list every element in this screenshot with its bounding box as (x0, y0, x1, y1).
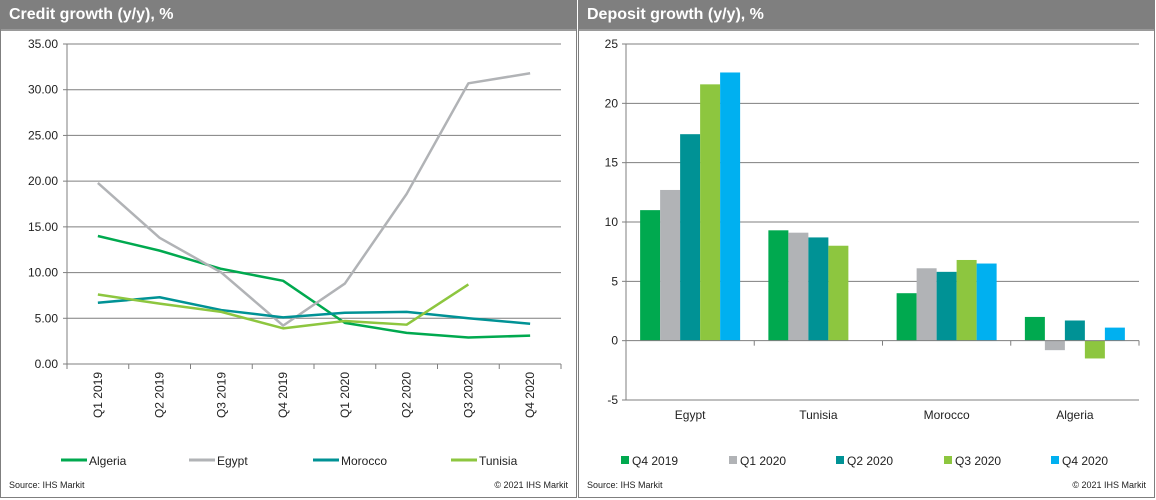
bar-algeria-q3-2020 (1084, 340, 1105, 359)
bar-egypt-q1-2020 (660, 189, 681, 341)
bar-morocco-q3-2020 (956, 259, 977, 341)
deposit-growth-panel: Deposit growth (y/y), % -5 0 5 10 15 20 25 Egyp… (578, 0, 1155, 498)
legend-label: Egypt (217, 454, 248, 468)
legend-label: Q1 2020 (740, 454, 786, 468)
bar-algeria-q4-2020 (1104, 327, 1125, 341)
legend-label: Tunisia (479, 454, 518, 468)
x-tick-label: Algeria (1056, 408, 1094, 422)
legend-label: Q2 2020 (847, 454, 893, 468)
legend-label: Q4 2020 (1062, 454, 1108, 468)
y-tick-label: 0 (611, 334, 618, 348)
bar-morocco-q1-2020 (916, 268, 937, 341)
source-note: Source: IHS Markit (9, 480, 85, 490)
panel-header: Deposit growth (y/y), % (579, 1, 1154, 31)
bar-morocco-q4-2020 (976, 263, 997, 341)
x-tick-label: Q4 2019 (276, 372, 290, 418)
bar-morocco-q2-2020 (936, 271, 957, 341)
legend-swatch (836, 456, 844, 464)
y-tick-label: 25.00 (28, 128, 58, 142)
legend-label: Q4 2019 (632, 454, 678, 468)
bar-tunisia-q2-2020 (808, 237, 829, 341)
deposit-growth-bar-chart: -5 0 5 10 15 20 25 Egypt Tunisia Morocco Algeria Q4… (605, 37, 1140, 468)
y-tick-label: 0.00 (35, 357, 59, 371)
bar-egypt-q4-2020 (720, 72, 741, 341)
y-tick-label: 20.00 (28, 174, 58, 188)
bar-egypt-q4-2019 (640, 210, 661, 341)
chart-title: Credit growth (y/y), % (9, 6, 174, 23)
y-tick-label: 30.00 (28, 83, 58, 97)
bar-egypt-q2-2020 (680, 134, 701, 341)
bar-tunisia-q4-2019 (768, 230, 789, 341)
x-tick-label: Tunisia (799, 408, 838, 422)
y-tick-label: -5 (607, 393, 618, 407)
x-tick-label: Q3 2020 (461, 372, 475, 418)
y-tick-label: 25 (605, 37, 619, 51)
legend-swatch (729, 456, 737, 464)
bar-algeria-q1-2020 (1044, 340, 1065, 351)
y-tick-label: 15 (605, 156, 619, 170)
series-line-egypt (97, 72, 531, 327)
series-line-algeria (97, 234, 531, 339)
series-line-tunisia (97, 283, 470, 330)
y-tick-label: 20 (605, 96, 619, 110)
copyright-note: © 2021 IHS Markit (1072, 480, 1146, 490)
x-tick-label: Q4 2020 (523, 372, 537, 418)
panel-header: Credit growth (y/y), % (1, 1, 576, 31)
legend-swatch (1051, 456, 1059, 464)
bar-morocco-q4-2019 (896, 293, 917, 341)
y-tick-label: 5.00 (35, 311, 59, 325)
legend-swatch (944, 456, 952, 464)
x-tick-label: Q1 2020 (338, 372, 352, 418)
x-tick-label: Q2 2020 (400, 372, 414, 418)
x-tick-label: Egypt (675, 408, 706, 422)
credit-growth-line-chart: 0.00 5.00 10.00 15.00 20.00 25.00 30.00 35.00 Q1… (28, 37, 562, 468)
x-tick-label: Morocco (924, 408, 970, 422)
credit-growth-panel: Credit growth (y/y), % 0.00 5.00 10.00 15.0… (0, 0, 577, 498)
y-tick-label: 10 (605, 215, 619, 229)
series-line-morocco (97, 296, 531, 326)
source-note: Source: IHS Markit (587, 480, 663, 490)
bar-tunisia-q3-2020 (828, 245, 849, 341)
x-tick-label: Q1 2019 (91, 372, 105, 418)
chart-title: Deposit growth (y/y), % (587, 6, 764, 23)
bar-algeria-q2-2020 (1064, 320, 1085, 341)
copyright-note: © 2021 IHS Markit (494, 480, 568, 490)
bar-tunisia-q1-2020 (788, 232, 809, 341)
y-tick-label: 5 (611, 274, 618, 288)
legend-label: Algeria (89, 454, 127, 468)
legend-swatch (621, 456, 629, 464)
legend-label: Q3 2020 (955, 454, 1001, 468)
bar-algeria-q4-2019 (1024, 316, 1045, 341)
y-tick-label: 35.00 (28, 37, 58, 51)
bar-egypt-q3-2020 (700, 84, 721, 341)
x-tick-label: Q3 2019 (214, 372, 228, 418)
x-tick-label: Q2 2019 (153, 372, 167, 418)
y-tick-label: 10.00 (28, 266, 58, 280)
legend-label: Morocco (341, 454, 387, 468)
y-tick-label: 15.00 (28, 220, 58, 234)
